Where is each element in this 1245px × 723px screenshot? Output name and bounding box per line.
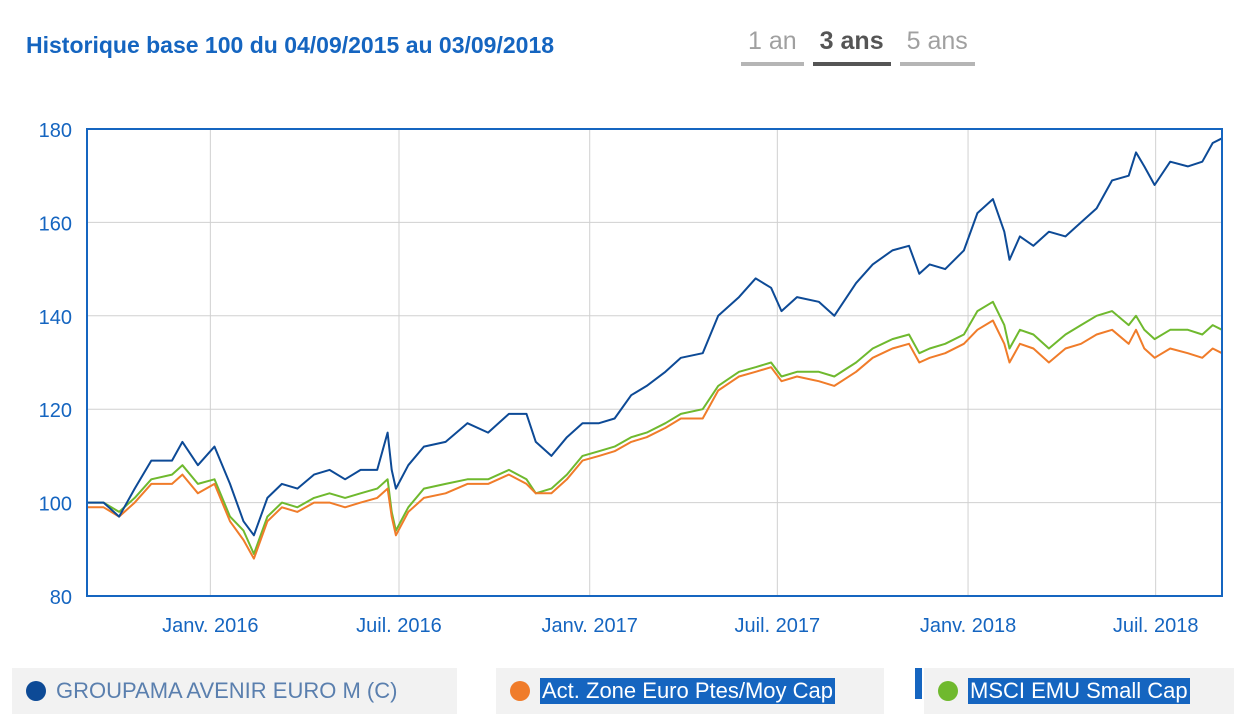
x-axis-ticks: Janv. 2016 Juil. 2016 Janv. 2017 Juil. 2017… — [162, 615, 1198, 637]
legend-item-act-zone-euro[interactable]: Act. Zone Euro Ptes/Moy Cap — [496, 668, 884, 714]
legend-item-groupama[interactable]: GROUPAMA AVENIR EURO M (C) — [12, 668, 457, 714]
series-line-2 — [87, 300, 1223, 555]
groupama-dot-icon — [26, 681, 46, 701]
tab-3-ans[interactable]: 3 ans — [812, 26, 891, 66]
x-tick-label: Janv. 2016 — [162, 615, 258, 637]
series-line-0 — [87, 137, 1223, 537]
y-tick-label: 140 — [39, 307, 72, 329]
legend-label: Act. Zone Euro Ptes/Moy Cap — [540, 678, 836, 704]
x-tick-label: Juil. 2017 — [735, 615, 821, 637]
y-axis-ticks: 80 100 120 140 160 180 — [39, 120, 72, 609]
legend-label: GROUPAMA AVENIR EURO M (C) — [56, 678, 398, 703]
legend-label: MSCI EMU Small Cap — [968, 678, 1190, 704]
x-tick-label: Janv. 2018 — [920, 615, 1016, 637]
y-tick-label: 180 — [39, 120, 72, 142]
x-tick-label: Janv. 2017 — [542, 615, 638, 637]
msci-emu-dot-icon — [938, 681, 958, 701]
chart-title: Historique base 100 du 04/09/2015 au 03/… — [26, 32, 555, 58]
y-tick-label: 120 — [39, 400, 72, 422]
tab-5-ans[interactable]: 5 ans — [899, 26, 975, 66]
series-line-1 — [87, 319, 1223, 560]
plot-frame — [86, 128, 1223, 597]
tab-1-an[interactable]: 1 an — [741, 26, 804, 66]
legend-item-msci-emu[interactable]: MSCI EMU Small Cap — [924, 668, 1234, 714]
text-cursor — [915, 668, 922, 699]
period-tabs: 1 an 3 ans 5 ans — [741, 26, 984, 66]
y-tick-label: 160 — [39, 213, 72, 235]
y-tick-label: 100 — [39, 494, 72, 516]
x-tick-label: Juil. 2018 — [1113, 615, 1199, 637]
act-zone-euro-dot-icon — [510, 681, 530, 701]
series-lines — [87, 137, 1223, 560]
y-tick-label: 80 — [50, 587, 72, 609]
x-tick-label: Juil. 2016 — [356, 615, 442, 637]
